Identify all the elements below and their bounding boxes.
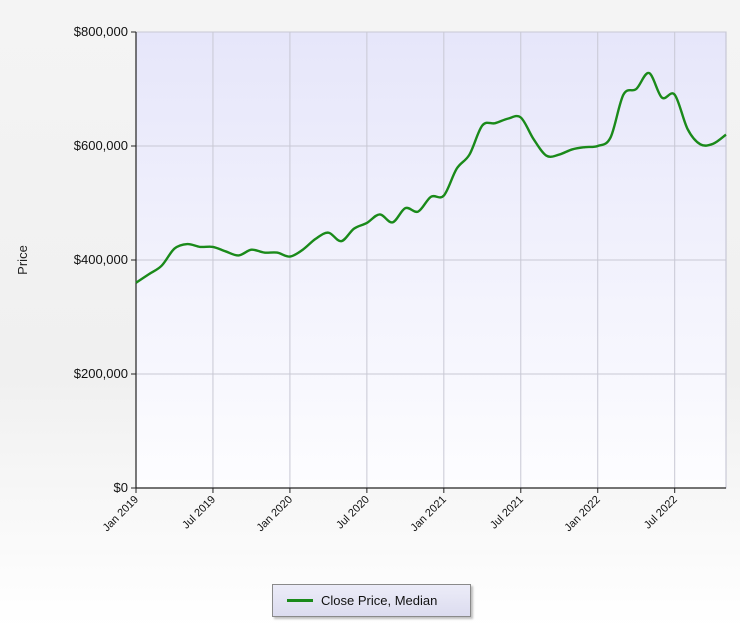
x-tick-label: Jul 2021	[488, 494, 526, 532]
y-tick-label: $200,000	[74, 366, 128, 381]
y-tick-label: $400,000	[74, 252, 128, 267]
x-tick-label: Jan 2019	[101, 494, 141, 534]
y-tick-label: $600,000	[74, 138, 128, 153]
legend-swatch	[287, 599, 313, 602]
legend: Close Price, Median	[272, 584, 471, 617]
y-tick-labels: $0 $200,000 $400,000 $600,000 $800,000	[74, 24, 136, 495]
y-tick-label: $0	[114, 480, 128, 495]
x-tick-label: Jan 2020	[255, 494, 295, 534]
x-tick-labels: Jan 2019 Jul 2019 Jan 2020 Jul 2020 Jan 2021…	[101, 488, 680, 534]
x-tick-label: Jul 2019	[180, 494, 218, 532]
y-axis-title: Price	[15, 245, 30, 275]
y-tick-label: $800,000	[74, 24, 128, 39]
series-layer	[135, 71, 727, 284]
x-tick-label: Jul 2020	[334, 494, 372, 532]
x-tick-label: Jul 2022	[642, 494, 680, 532]
legend-label: Close Price, Median	[321, 593, 438, 608]
x-tick-label: Jan 2022	[562, 494, 602, 534]
grid-lines	[135, 31, 726, 488]
series-line-close-price-median	[135, 71, 727, 284]
x-tick-label: Jan 2021	[408, 494, 448, 534]
